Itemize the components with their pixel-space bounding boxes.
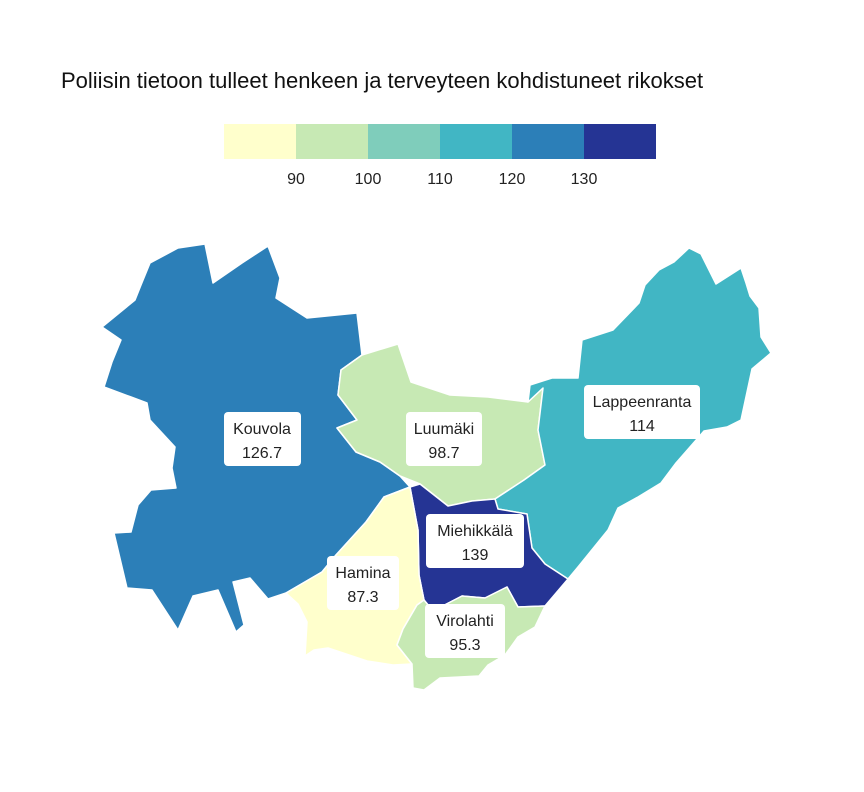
- label-virolahti-value: 95.3: [449, 637, 480, 654]
- legend-swatch-6: [584, 124, 656, 159]
- legend-tick-100: 100: [355, 171, 382, 188]
- map-title: Poliisin tietoon tulleet henkeen ja terv…: [61, 68, 703, 93]
- label-lappeenranta-value: 114: [629, 418, 655, 435]
- legend-tick-120: 120: [499, 171, 526, 188]
- label-lappeenranta: Lappeenranta 114: [584, 385, 700, 439]
- label-hamina: Hamina 87.3: [327, 556, 399, 610]
- label-hamina-value: 87.3: [347, 589, 378, 606]
- legend-tick-130: 130: [571, 171, 598, 188]
- label-miehikkala-name: Miehikkälä: [437, 523, 513, 540]
- color-legend: 90 100 110 120 130: [224, 124, 656, 188]
- legend-tick-110: 110: [427, 171, 453, 188]
- label-virolahti-name: Virolahti: [436, 613, 494, 630]
- label-luumaki-value: 98.7: [428, 445, 459, 462]
- label-kouvola: Kouvola 126.7: [224, 412, 301, 466]
- label-miehikkala: Miehikkälä 139: [426, 514, 524, 568]
- label-kouvola-value: 126.7: [242, 445, 282, 462]
- label-lappeenranta-name: Lappeenranta: [593, 394, 692, 411]
- label-hamina-name: Hamina: [335, 565, 390, 582]
- label-miehikkala-value: 139: [462, 547, 489, 564]
- label-kouvola-name: Kouvola: [233, 421, 291, 438]
- legend-swatch-3: [368, 124, 440, 159]
- legend-swatch-1: [224, 124, 296, 159]
- legend-swatch-5: [512, 124, 584, 159]
- legend-swatch-2: [296, 124, 368, 159]
- legend-swatch-4: [440, 124, 512, 159]
- label-virolahti: Virolahti 95.3: [425, 604, 505, 658]
- label-luumaki-name: Luumäki: [414, 421, 474, 438]
- region-labels: Kouvola 126.7 Luumäki 98.7 Lappeenranta …: [224, 385, 700, 658]
- label-luumaki: Luumäki 98.7: [406, 412, 482, 466]
- legend-tick-90: 90: [287, 171, 305, 188]
